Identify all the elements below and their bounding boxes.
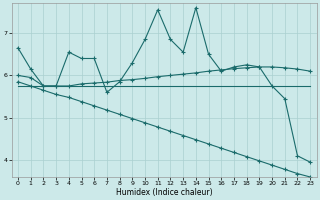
X-axis label: Humidex (Indice chaleur): Humidex (Indice chaleur)	[116, 188, 212, 197]
